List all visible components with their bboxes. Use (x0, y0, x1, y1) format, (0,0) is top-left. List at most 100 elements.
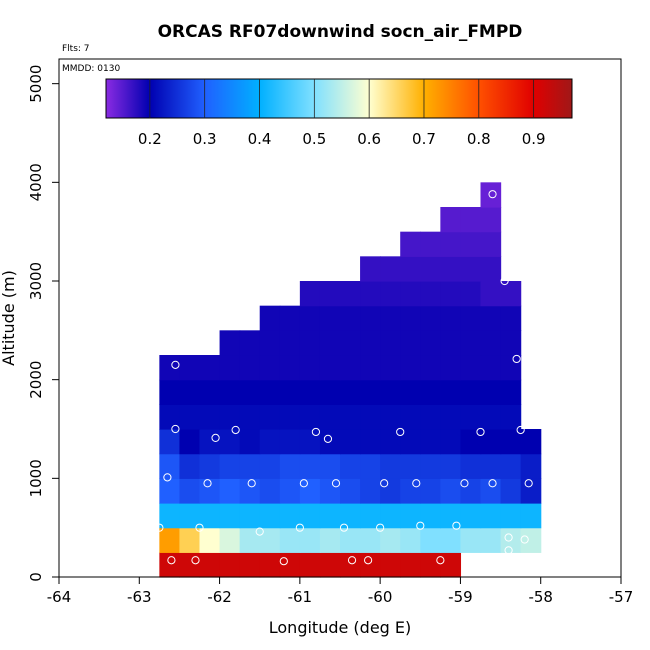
heatmap-cell (239, 429, 261, 455)
sample-point (412, 479, 421, 488)
heatmap-cell (259, 527, 281, 553)
heatmap-cell (159, 503, 181, 529)
heatmap-cell (460, 453, 482, 479)
y-tick-label: 1000 (27, 459, 45, 497)
heatmap-cell (440, 256, 462, 282)
heatmap-cell (319, 453, 341, 479)
heatmap-cell (159, 404, 181, 430)
heatmap-cell (299, 478, 321, 504)
heatmap-cell (400, 379, 421, 405)
heatmap-cell (520, 478, 542, 504)
heatmap-cell (400, 256, 421, 282)
heatmap-cell (279, 429, 301, 455)
heatmap-cell (440, 527, 462, 553)
heatmap-cell (500, 453, 522, 479)
colorbar-tick-label: 0.4 (248, 130, 272, 148)
sample-point (504, 546, 513, 555)
heatmap-cell (199, 478, 221, 504)
heatmap-cell (239, 379, 261, 405)
heatmap-cell (400, 281, 421, 307)
heatmap-cell (440, 379, 462, 405)
heatmap-cell (319, 552, 341, 578)
sample-point (524, 479, 533, 488)
heatmap-cell (440, 503, 462, 529)
heatmap-cell (219, 404, 241, 430)
heatmap-cell (360, 305, 381, 331)
heatmap-cell (299, 305, 321, 331)
colorbar-gradient (105, 78, 573, 119)
sample-point (396, 427, 405, 437)
heatmap-cell (179, 355, 201, 381)
heatmap-cell (360, 527, 381, 553)
heatmap-cell (460, 305, 482, 331)
heatmap-cell (199, 429, 221, 455)
x-tick-label: -60 (368, 588, 393, 606)
heatmap-cell (319, 355, 341, 381)
heatmap-cell (340, 478, 361, 504)
heatmap-cell (279, 404, 301, 430)
heatmap-cell (279, 355, 301, 381)
heatmap-cell (299, 404, 321, 430)
heatmap-cell (239, 453, 261, 479)
heatmap-cell (340, 281, 361, 307)
heatmap-cell (360, 453, 381, 479)
sample-point (452, 521, 461, 530)
sample-markers (155, 190, 533, 566)
heatmap-cell (460, 231, 482, 257)
y-axis-label: Altitude (m) (0, 270, 18, 366)
heatmap-cell (159, 527, 181, 553)
heatmap-cell (380, 503, 401, 529)
sample-point (460, 479, 469, 488)
heatmap-cell (259, 503, 281, 529)
heatmap-cell (400, 305, 421, 331)
heatmap-cell (340, 305, 361, 331)
heatmap-cell (380, 478, 401, 504)
heatmap-cell (279, 478, 301, 504)
heatmap-cell (319, 305, 341, 331)
heatmap-cell (159, 453, 181, 479)
heatmap-cell (480, 527, 502, 553)
heatmap-cell (299, 429, 321, 455)
heatmap-cell (279, 552, 301, 578)
sample-point (231, 425, 240, 435)
heatmap-cell (400, 552, 421, 578)
x-tick-label: -59 (448, 588, 473, 606)
heatmap-cell (259, 305, 281, 331)
heatmap-cell (360, 503, 381, 529)
sample-point (255, 527, 264, 536)
heatmap-cell (460, 207, 482, 233)
sample-point (171, 360, 180, 369)
heatmap-cell (420, 231, 441, 257)
heatmap-cell (460, 429, 482, 455)
heatmap-cell (179, 453, 201, 479)
sample-point (167, 556, 176, 565)
sample-point (488, 479, 497, 488)
heatmap-cell (420, 453, 441, 479)
heatmap-cell (440, 281, 462, 307)
heatmap-cell (480, 478, 502, 504)
y-tick-label: 4000 (27, 163, 45, 201)
sample-point (436, 556, 445, 565)
sample-point (299, 479, 308, 488)
heatmap-cell (380, 330, 401, 356)
heatmap-cell (460, 379, 482, 405)
y-tick-label: 2000 (27, 361, 45, 399)
heatmap-cell (480, 305, 502, 331)
heatmap-cell (420, 281, 441, 307)
heatmap-cell (279, 379, 301, 405)
heatmap-cell (319, 404, 341, 430)
heatmap-cell (340, 429, 361, 455)
heatmap-cell (480, 256, 502, 282)
heatmap-cell (420, 256, 441, 282)
heatmap-cell (500, 330, 522, 356)
sample-point (376, 523, 385, 532)
heatmap-cell (199, 453, 221, 479)
heatmap-cell (420, 478, 441, 504)
colorbar-tick-label: 0.6 (357, 130, 381, 148)
heatmap-cell (159, 552, 181, 578)
sample-point (311, 427, 321, 437)
heatmap-cell (460, 355, 482, 381)
heatmap-cell (400, 330, 421, 356)
heatmap-cell (400, 355, 421, 381)
heatmap-cell (420, 503, 441, 529)
